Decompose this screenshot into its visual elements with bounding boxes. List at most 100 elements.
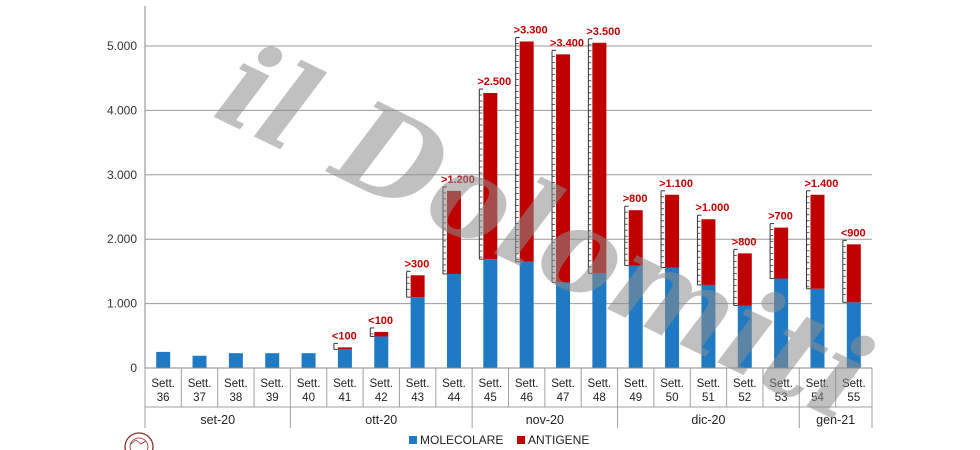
x-tick-label: 40 (302, 392, 315, 404)
bar-molecolare (337, 349, 352, 368)
x-tick-label: 47 (557, 392, 570, 404)
x-tick-label: Sett. (624, 378, 648, 390)
bar-antigene (665, 194, 680, 268)
bar-antigene (628, 210, 643, 266)
bar-molecolare (446, 273, 461, 368)
bar-antigene (737, 253, 752, 306)
bar-molecolare (483, 259, 498, 368)
bar-antigene (519, 41, 534, 262)
x-tick-label: Sett. (660, 378, 684, 390)
y-axis-ticks: 0 1.000 2.000 3.000 4.000 5.000 (107, 39, 137, 375)
bar-molecolare (701, 284, 716, 368)
annotation-label: <100 (332, 330, 357, 342)
x-tick-label: 46 (520, 392, 533, 404)
x-tick-label: Sett. (733, 378, 757, 390)
x-tick-label: Sett. (369, 378, 393, 390)
legend-label: MOLECOLARE (420, 433, 503, 447)
annotation-label: >3.400 (550, 37, 584, 49)
y-tick-label: 2.000 (107, 232, 137, 246)
y-tick-label: 5.000 (107, 39, 137, 53)
x-tick-label: 39 (266, 392, 279, 404)
annotation-label: >1.400 (804, 178, 838, 190)
x-tick-label: 51 (702, 392, 715, 404)
annotation-label: >700 (768, 211, 793, 223)
x-tick-label: Sett. (478, 378, 502, 390)
annotation-label: >3.300 (514, 24, 548, 36)
bar-molecolare (265, 353, 280, 368)
grid-lines (144, 6, 872, 368)
x-tick-label: Sett. (842, 378, 866, 390)
x-tick-label: 41 (339, 392, 352, 404)
annotation-label: >800 (623, 193, 648, 205)
bar-molecolare (192, 355, 207, 368)
y-tick-label: 0 (130, 361, 137, 375)
legend-label: ANTIGENE (528, 433, 589, 447)
annotation-brackets (333, 36, 847, 350)
legend: MOLECOLARE ANTIGENE (409, 433, 589, 447)
x-tick-label: 50 (666, 392, 679, 404)
bar-molecolare (556, 282, 571, 368)
bar-antigene (446, 190, 461, 274)
x-tick-label: Sett. (769, 378, 793, 390)
logo-seal-icon (124, 432, 154, 450)
annotation-labels: <100 <100 >300 >1.200 >2.500 >3.300>3.400>3.5… (332, 24, 866, 342)
bar-antigene (774, 227, 789, 279)
x-tick-label: Sett. (515, 378, 539, 390)
annotation-label: >1.200 (441, 174, 475, 186)
bar-antigene (374, 331, 389, 337)
legend-swatch (409, 436, 417, 444)
x-tick-label: Sett. (151, 378, 175, 390)
y-tick-label: 4.000 (107, 103, 137, 117)
x-tick-label: Sett. (442, 378, 466, 390)
x-tick-label: 36 (157, 392, 170, 404)
bar-antigene (592, 42, 607, 274)
bar-antigene (810, 194, 825, 289)
bar-antigene (483, 93, 498, 260)
x-tick-label: 44 (448, 392, 461, 404)
bar-molecolare (519, 261, 534, 368)
month-label: dic-20 (691, 413, 725, 427)
bars (156, 41, 861, 368)
annotation-label: >2.500 (477, 76, 511, 88)
legend-swatch (517, 436, 525, 444)
annotation-label: >300 (405, 258, 430, 270)
annotation-label: <100 (368, 315, 393, 327)
bar-antigene (556, 54, 571, 283)
annotation-label: <900 (841, 227, 866, 239)
x-tick-label: 54 (811, 392, 824, 404)
x-tick-label: Sett. (333, 378, 357, 390)
month-label: set-20 (200, 413, 235, 427)
x-tick-label: Sett. (551, 378, 575, 390)
x-tick-label: Sett. (260, 378, 284, 390)
x-tick-label: 49 (629, 392, 642, 404)
x-tick-label: 53 (775, 392, 788, 404)
month-label: gen-21 (816, 413, 855, 427)
y-tick-label: 3.000 (107, 168, 137, 182)
x-tick-label: Sett. (697, 378, 721, 390)
annotation-label: >3.500 (586, 26, 620, 38)
bar-molecolare (592, 273, 607, 368)
x-tick-label: Sett. (188, 378, 212, 390)
bar-antigene (701, 219, 716, 285)
y-tick-label: 1.000 (107, 297, 137, 311)
bar-molecolare (737, 305, 752, 368)
x-tick-label: Sett. (297, 378, 321, 390)
x-tick-label: 42 (375, 392, 388, 404)
month-label: nov-20 (526, 413, 564, 427)
x-tick-label: Sett. (224, 378, 248, 390)
month-label: ott-20 (365, 413, 397, 427)
bar-molecolare (228, 353, 243, 368)
bar-antigene (846, 244, 861, 303)
bar-antigene (337, 347, 352, 350)
x-tick-label: 55 (847, 392, 860, 404)
x-tick-label: 52 (738, 392, 751, 404)
x-axis: Sett. 36 Sett. 37 Sett. 38 Sett. 39 Sett. 40 Sett.… (144, 367, 873, 428)
x-tick-label: 38 (229, 392, 242, 404)
bar-molecolare (628, 265, 643, 368)
bar-molecolare (810, 288, 825, 368)
bar-molecolare (846, 302, 861, 368)
bar-molecolare (665, 267, 680, 368)
x-tick-label: 48 (593, 392, 606, 404)
bar-molecolare (301, 353, 316, 368)
